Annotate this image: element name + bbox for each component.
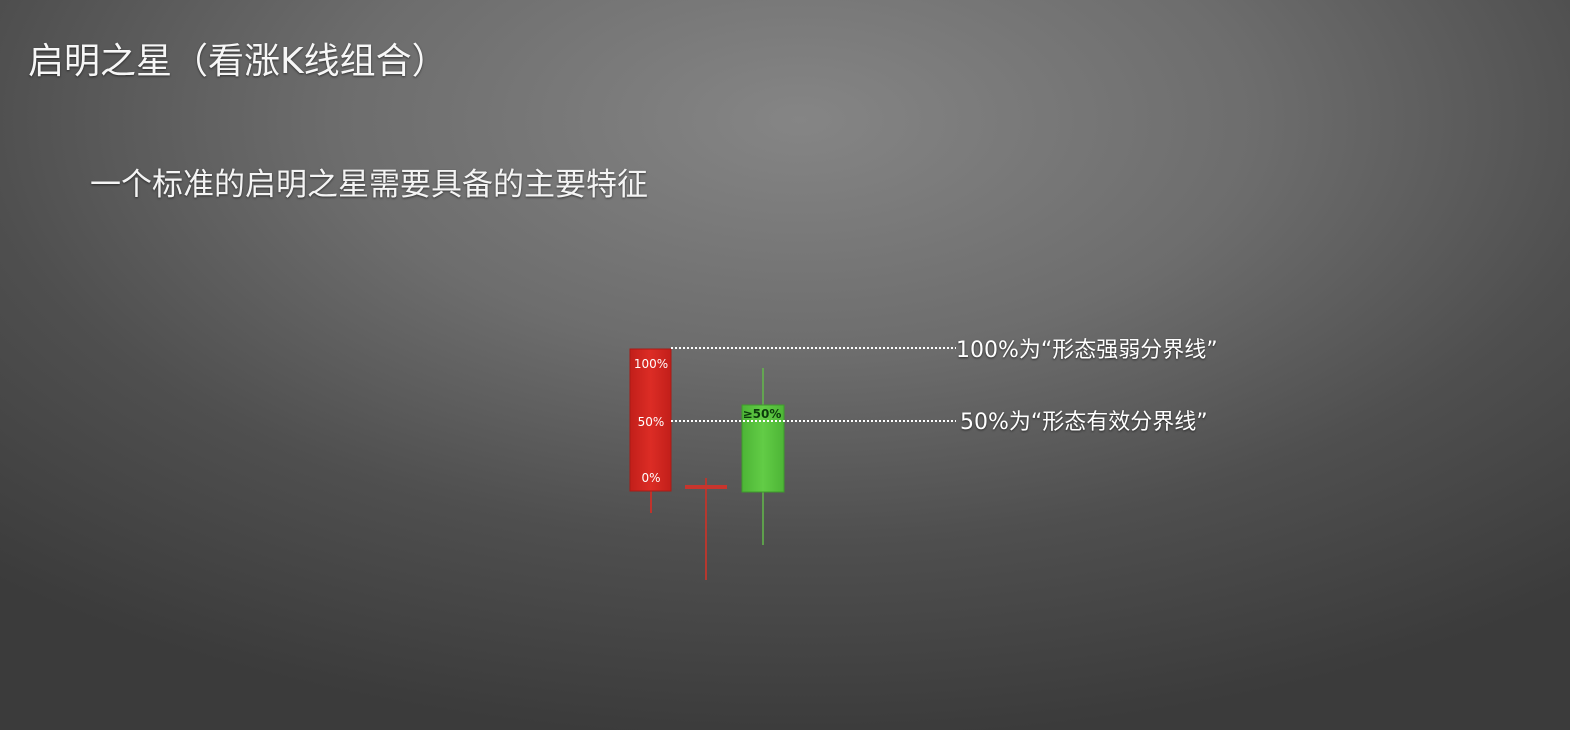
annotation-100-line: 100%为“形态强弱分界线” [956, 338, 1218, 363]
level-label-50: 50% [638, 415, 665, 429]
level-label-100: 100% [634, 357, 668, 371]
page-subtitle: 一个标准的启明之星需要具备的主要特征 [90, 167, 648, 203]
first-candle-body [629, 348, 672, 492]
annotation-50-line: 50%为“形态有效分界线” [960, 410, 1208, 435]
star-candle-body [685, 485, 727, 489]
third-candle-level-label: ≥50% [743, 407, 782, 421]
page-title: 启明之星（看涨K线组合） [28, 41, 448, 82]
third-candle-body [741, 404, 785, 493]
level-label-0: 0% [641, 471, 660, 485]
